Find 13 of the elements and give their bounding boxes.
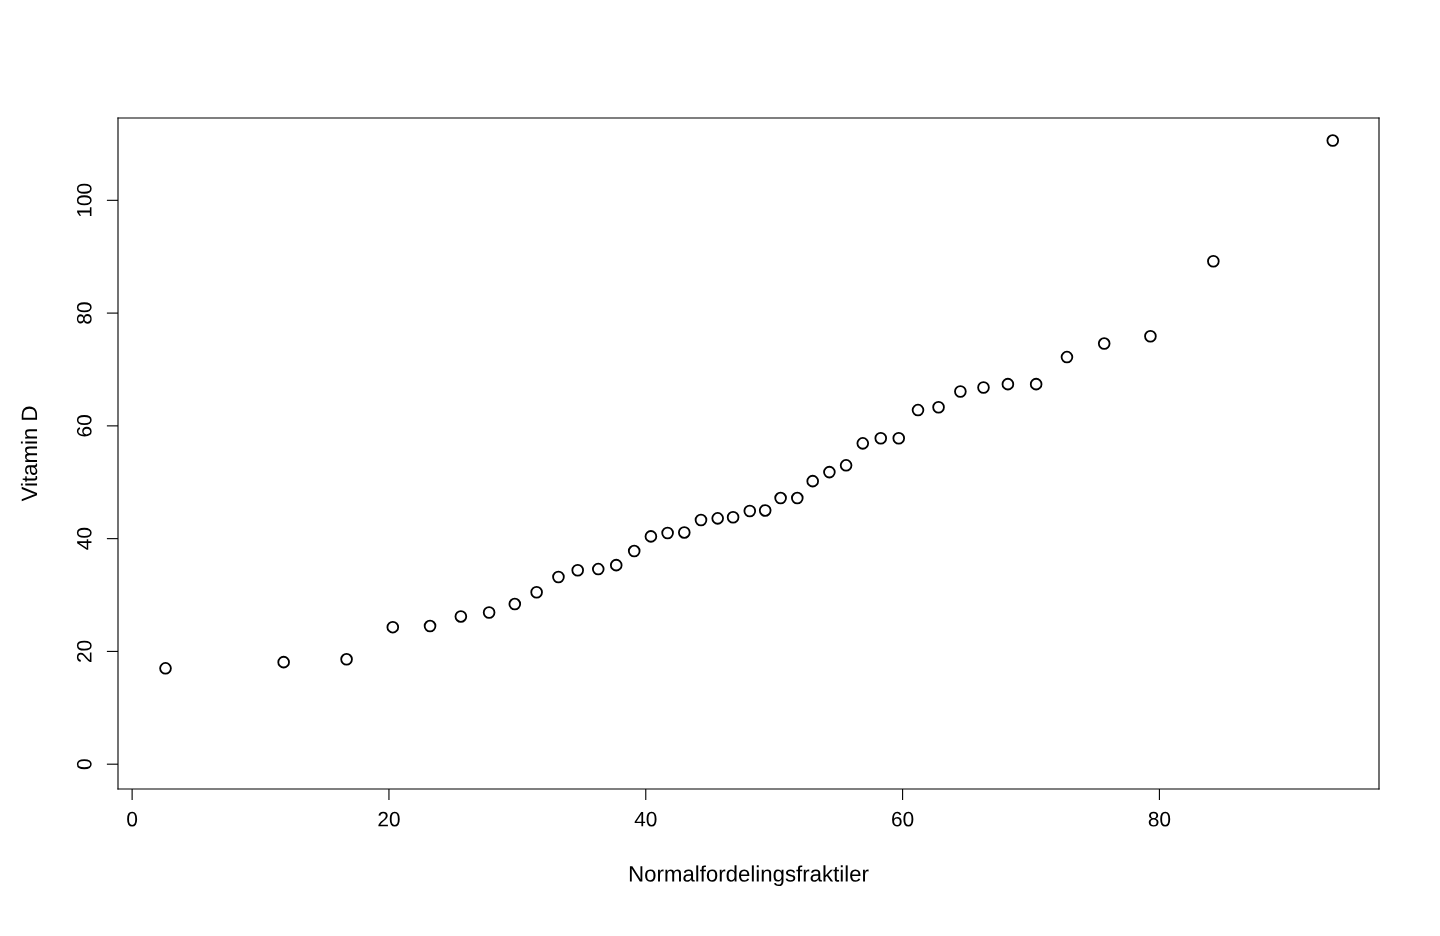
x-tick-label: 60 [892, 811, 914, 827]
y-tick-label: 20 [76, 640, 92, 662]
x-tick-label: 0 [127, 811, 138, 827]
x-tick-label: 40 [634, 811, 657, 827]
y-tick-label: 100 [76, 183, 92, 217]
y-tick-label: 40 [76, 527, 92, 550]
x-tick-label: 80 [1148, 811, 1171, 827]
y-tick-label: 0 [76, 759, 92, 770]
x-axis-title: Normalfordelingsfraktiler [629, 865, 869, 887]
y-tick-label: 80 [76, 302, 92, 324]
y-tick-label: 60 [76, 415, 92, 437]
y-axis-title: Vitamin D [20, 406, 38, 502]
x-tick-label: 20 [378, 811, 400, 827]
